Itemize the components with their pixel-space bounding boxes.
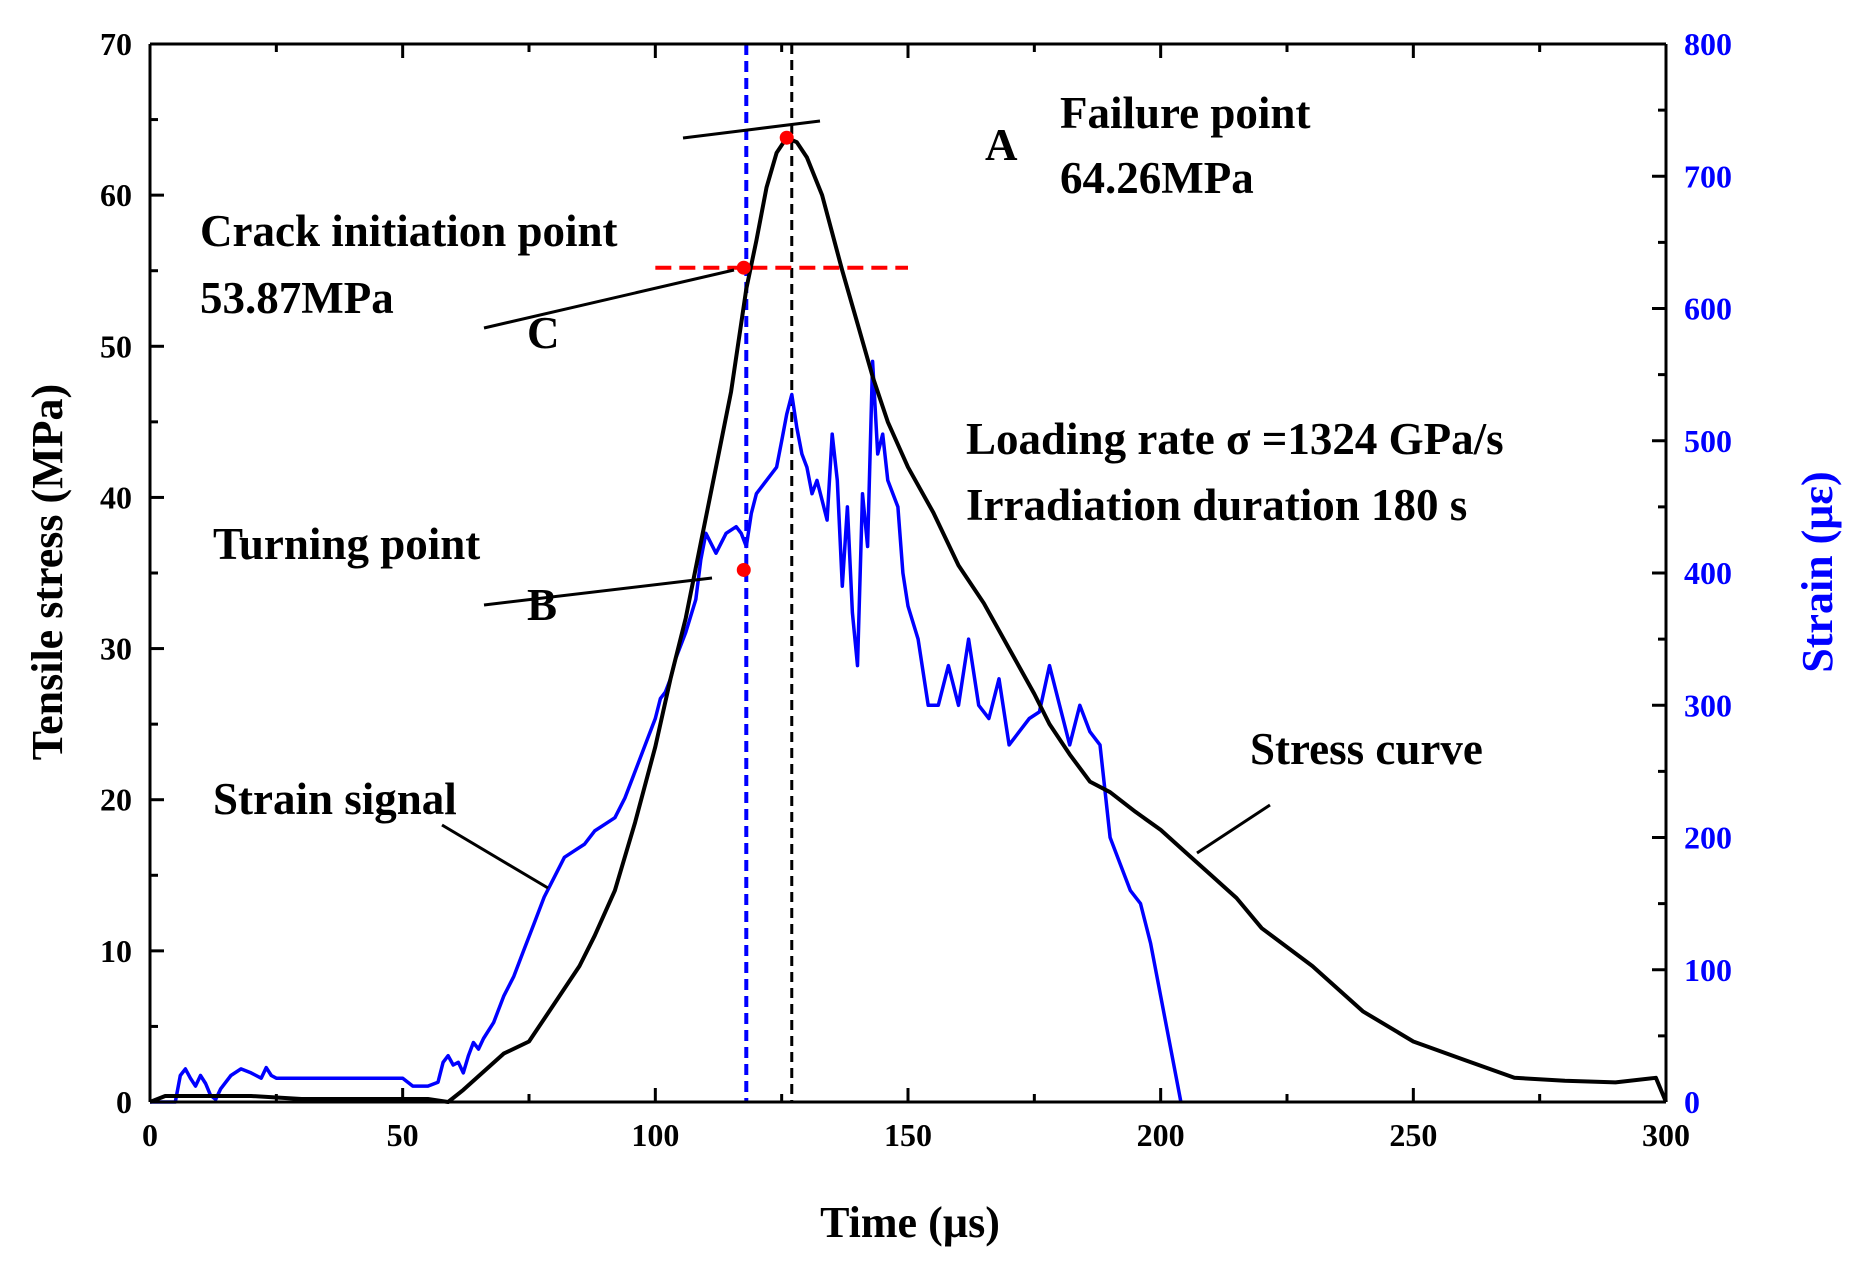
y-right-tick-label: 100 (1684, 952, 1732, 988)
x-tick-label: 300 (1642, 1117, 1690, 1153)
point-letter-C: C (527, 308, 560, 358)
axis-ticks: 0 50 100 150 200 250 3000102030405060700100200… (100, 26, 1732, 1153)
leader-lines (441, 119, 1271, 890)
crack-point-value: 53.87MPa (200, 273, 394, 323)
x-tick-label: 150 (884, 1117, 932, 1153)
y-right-tick-label: 500 (1684, 423, 1732, 459)
y-left-tick-label: 10 (100, 933, 132, 969)
point-letter-B: B (527, 580, 557, 630)
x-axis-title: Time (µs) (820, 1198, 1000, 1247)
y-left-tick-label: 50 (100, 328, 132, 364)
x-tick-label: 0 (142, 1117, 158, 1153)
y-left-axis-title: Tensile stress (MPa) (23, 384, 72, 760)
irradiation-label: Irradiation duration 180 s (966, 480, 1467, 530)
leader-A (682, 119, 821, 140)
stress-series-line (149, 135, 1668, 1104)
leader-C (483, 268, 735, 330)
loading-rate-label: Loading rate σ =1324 GPa/s (966, 414, 1504, 464)
x-tick-label: 100 (631, 1117, 679, 1153)
y-left-tick-label: 20 (100, 782, 132, 818)
leader-stress (1196, 803, 1271, 855)
failure-point-value: 64.26MPa (1060, 153, 1254, 203)
axes-frame (148, 42, 1668, 1104)
y-left-tick-label: 60 (100, 177, 132, 213)
y-right-tick-label: 700 (1684, 158, 1732, 194)
point-A-marker (779, 130, 794, 145)
point-B-marker (736, 562, 751, 577)
y-right-tick-label: 600 (1684, 291, 1732, 327)
turning-point-title: Turning point (213, 519, 480, 569)
crack-point-title: Crack initiation point (200, 206, 618, 256)
y-left-tick-label: 0 (116, 1084, 132, 1120)
y-left-tick-label: 70 (100, 26, 132, 62)
y-right-tick-label: 0 (1684, 1084, 1700, 1120)
y-left-tick-label: 30 (100, 631, 132, 667)
x-tick-label: 200 (1137, 1117, 1185, 1153)
strain-signal-label: Strain signal (213, 774, 457, 824)
leader-strain (441, 823, 549, 890)
y-left-tick-label: 40 (100, 479, 132, 515)
y-right-axis-title: Strain (με) (1793, 471, 1842, 672)
x-tick-label: 250 (1389, 1117, 1437, 1153)
failure-point-title: Failure point (1060, 88, 1310, 138)
marker-points (736, 130, 794, 577)
leader-B (483, 576, 713, 607)
y-right-tick-label: 300 (1684, 687, 1732, 723)
y-right-tick-label: 200 (1684, 820, 1732, 856)
y-right-tick-label: 400 (1684, 555, 1732, 591)
y-right-tick-label: 800 (1684, 26, 1732, 62)
x-tick-label: 50 (387, 1117, 419, 1153)
point-C-marker (736, 260, 751, 275)
stress-curve-label: Stress curve (1250, 724, 1483, 774)
strain-series-line (150, 359, 1183, 1104)
point-letter-A: A (985, 120, 1018, 170)
